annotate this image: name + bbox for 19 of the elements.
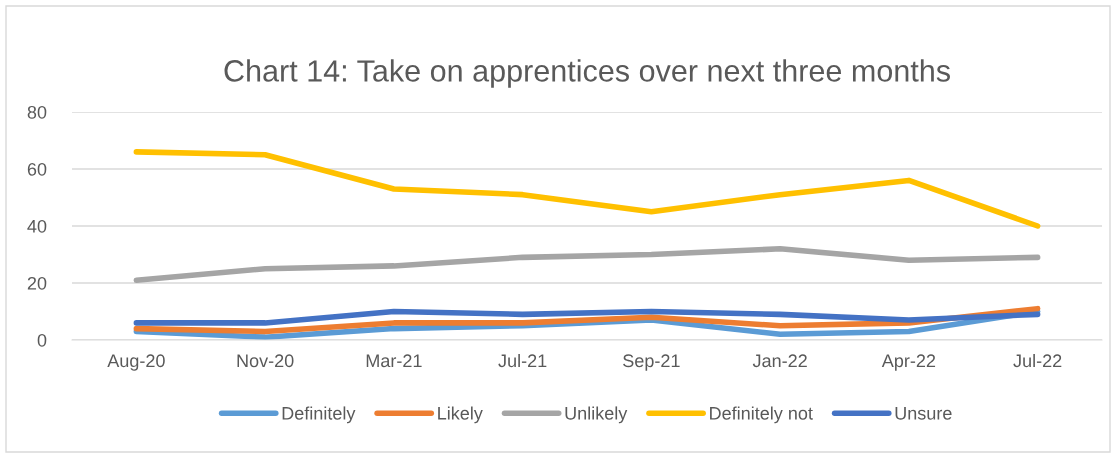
x-tick-label: Nov-20 <box>237 354 294 368</box>
x-tick-label: Mar-21 <box>366 354 422 368</box>
x-tick-label: Jan-22 <box>752 354 807 368</box>
y-tick-label: 60 <box>27 162 47 176</box>
x-tick-label: Apr-22 <box>881 354 936 371</box>
legend-label: Unlikely <box>565 406 628 424</box>
x-tick-label: Sep-21 <box>623 354 680 371</box>
x-tick-label: Jul-22 <box>1013 353 1062 368</box>
legend-label: Likely <box>438 406 483 424</box>
y-tick-label: 0 <box>37 333 47 347</box>
legend-label: Unsure <box>895 407 952 420</box>
y-tick-label: 40 <box>27 219 47 233</box>
legend-label: Definitely not <box>710 406 813 424</box>
chart-title: Chart 14: Take on apprentices over next three months <box>224 59 950 88</box>
y-tick-label: 20 <box>27 276 47 290</box>
x-tick-label: Aug-20 <box>107 354 165 371</box>
x-tick-label: Jul-21 <box>498 353 547 368</box>
y-tick-label: 80 <box>27 105 47 119</box>
legend-label: Definitely <box>282 406 356 424</box>
